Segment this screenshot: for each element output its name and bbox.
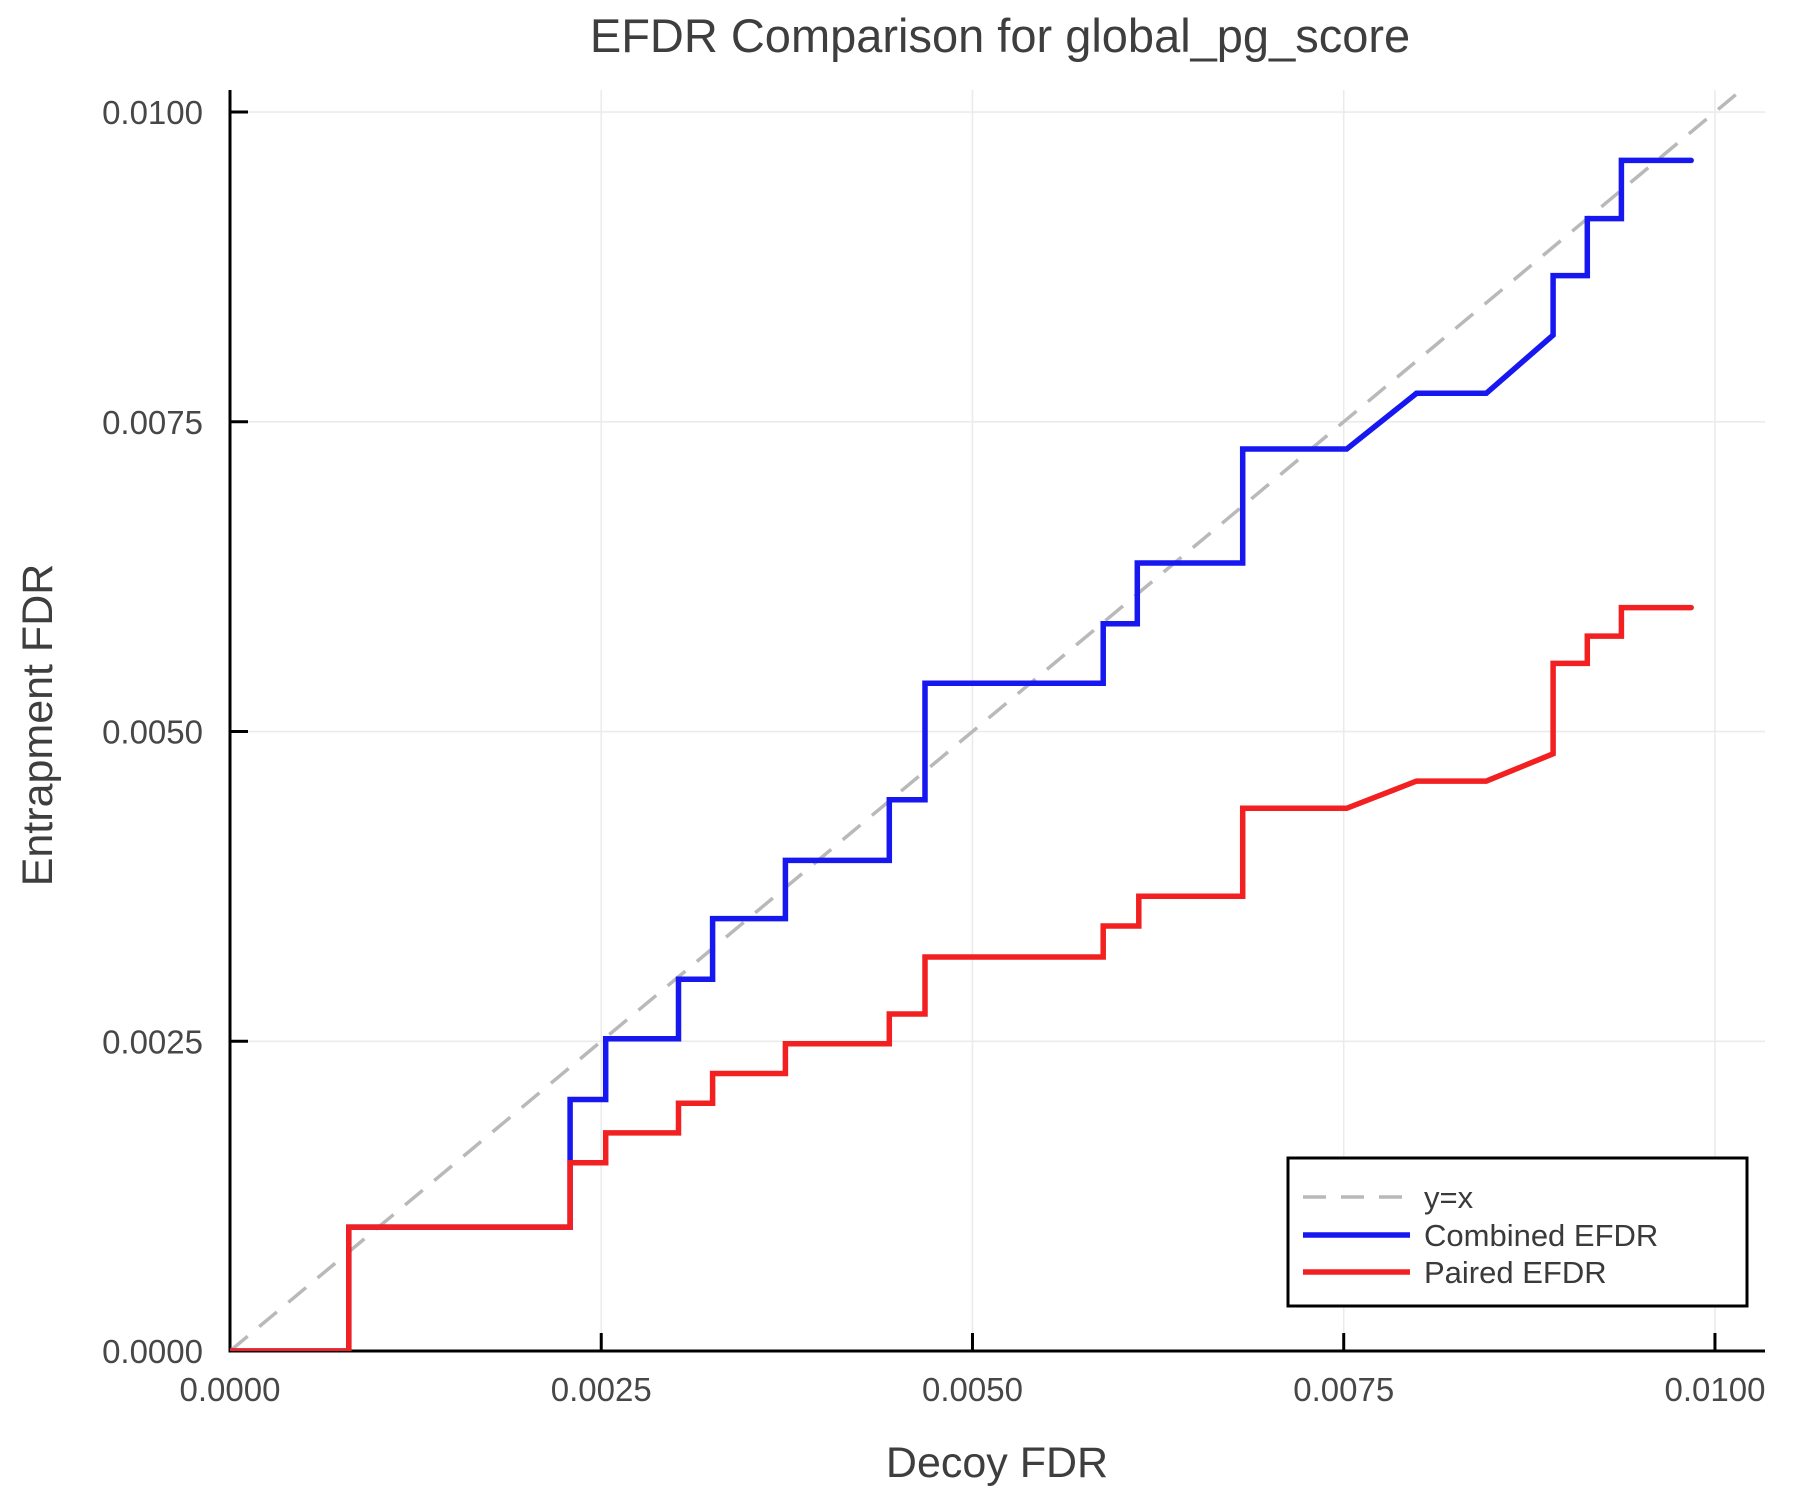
x-tick-label: 0.0000: [180, 1371, 281, 1408]
tick-labels: 0.0000 0.0025 0.0050 0.0075 0.0100 0.0000 0.00…: [102, 94, 1765, 1408]
x-tick-label: 0.0025: [551, 1371, 652, 1408]
y-tick-label: 0.0025: [102, 1023, 203, 1060]
series-layer: [230, 157, 1694, 1351]
legend-entry: Paired EFDR: [1303, 1255, 1607, 1290]
y-tick-label: 0.0000: [102, 1333, 203, 1370]
legend-label: y=x: [1424, 1180, 1474, 1215]
reference-line-layer: [230, 90, 1745, 1351]
legend-label: Combined EFDR: [1424, 1218, 1658, 1253]
legend-box: [1286, 1156, 1749, 1308]
x-tick-label: 0.0100: [1664, 1371, 1765, 1408]
y-tick-label: 0.0050: [102, 714, 203, 751]
y-equals-x-line: [230, 90, 1745, 1351]
chart-title: EFDR Comparison for global_pg_score: [590, 9, 1410, 62]
legend-entry: Combined EFDR: [1303, 1218, 1658, 1253]
axes: [228, 90, 1765, 1353]
y-tick-label: 0.0100: [102, 94, 203, 131]
y-axis-label: Entrapment FDR: [14, 564, 62, 887]
x-tick-label: 0.0050: [922, 1371, 1023, 1408]
legend-entry: y=x: [1303, 1180, 1474, 1215]
combined-efdr-line: [230, 157, 1694, 1351]
x-tick-label: 0.0075: [1293, 1371, 1394, 1408]
y-tick-label: 0.0075: [102, 404, 203, 441]
legend-label: Paired EFDR: [1424, 1255, 1607, 1290]
paired-efdr-line: [230, 604, 1694, 1351]
x-axis-label: Decoy FDR: [886, 1439, 1108, 1487]
